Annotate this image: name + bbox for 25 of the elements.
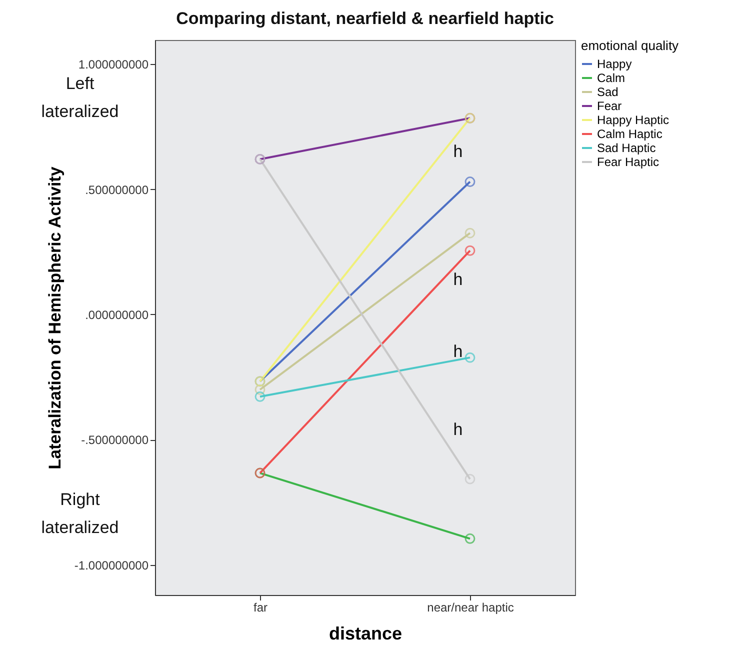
y-tick-label: -.500000000 bbox=[81, 433, 149, 448]
text: Left lateralized bbox=[41, 74, 119, 121]
legend-label: Happy bbox=[597, 57, 632, 71]
legend-label: Calm bbox=[597, 71, 626, 85]
legend-label: Fear Haptic bbox=[597, 155, 660, 169]
legend-label: Happy Haptic bbox=[597, 113, 670, 127]
annotation: h bbox=[453, 142, 463, 161]
x-tick-label: near/near haptic bbox=[427, 600, 514, 614]
text: Right lateralized bbox=[41, 490, 119, 537]
y-axis-title: Lateralization of Hemispheric Activity bbox=[45, 166, 64, 470]
annotation: h bbox=[453, 342, 463, 361]
y-tick-label: 1.000000000 bbox=[78, 58, 149, 72]
legend-title: emotional quality bbox=[581, 38, 680, 53]
y-tick-label: -1.000000000 bbox=[74, 558, 149, 572]
annotation: h bbox=[453, 420, 463, 439]
x-axis-title: distance bbox=[328, 624, 402, 644]
legend-label: Sad Haptic bbox=[597, 141, 656, 155]
chart-title: Comparing distant, nearfield & nearfield haptic bbox=[176, 9, 554, 28]
legend-label: Fear bbox=[597, 99, 622, 113]
y-tick-label: .500000000 bbox=[85, 182, 149, 197]
y-tick-label: .000000000 bbox=[85, 308, 149, 322]
x-tick-label: far bbox=[253, 600, 268, 614]
legend-label: Sad bbox=[597, 85, 618, 99]
legend-label: Calm Haptic bbox=[597, 127, 662, 141]
annotation: h bbox=[453, 270, 463, 289]
